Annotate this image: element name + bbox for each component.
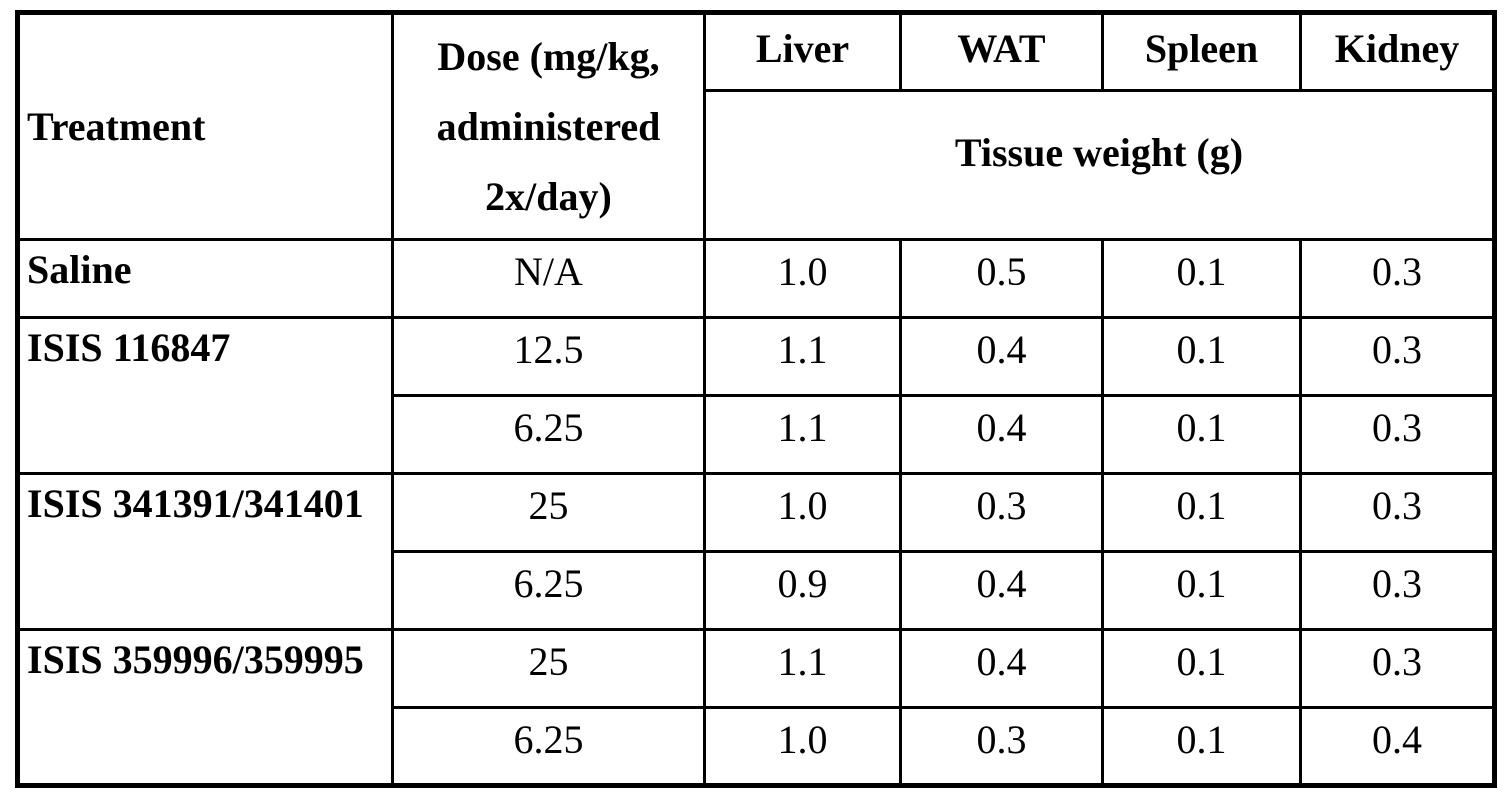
column-header-wat: WAT bbox=[899, 11, 1104, 92]
dose-cell: 6.25 bbox=[391, 394, 706, 475]
liver-value-cell: 1.0 bbox=[703, 472, 902, 553]
liver-value-cell: 1.0 bbox=[703, 238, 902, 319]
dose-cell: 12.5 bbox=[391, 316, 706, 397]
spleen-value-cell: 0.1 bbox=[1101, 550, 1302, 631]
table-row: ISIS 341391/341401 25 1.0 0.3 0.1 0.3 bbox=[16, 472, 1496, 631]
treatment-cell-saline: Saline bbox=[16, 238, 394, 319]
column-header-dose: Dose (mg/kg, administered 2x/day) bbox=[391, 11, 706, 241]
spleen-value-cell: 0.1 bbox=[1101, 238, 1302, 319]
table-row: Saline N/A 1.0 0.5 0.1 0.3 bbox=[16, 238, 1496, 319]
column-header-spleen: Spleen bbox=[1101, 11, 1302, 92]
tissue-weight-group-header: Tissue weight (g) bbox=[703, 89, 1496, 241]
kidney-value-cell: 0.3 bbox=[1299, 628, 1496, 709]
wat-value-cell: 0.5 bbox=[899, 238, 1104, 319]
liver-value-cell: 0.9 bbox=[703, 550, 902, 631]
kidney-value-cell: 0.4 bbox=[1299, 706, 1496, 787]
wat-value-cell: 0.3 bbox=[899, 472, 1104, 553]
wat-value-cell: 0.4 bbox=[899, 394, 1104, 475]
table-row: 6.25 0.9 0.4 0.1 0.3 bbox=[18, 550, 1496, 631]
column-header-kidney: Kidney bbox=[1299, 11, 1496, 92]
dose-cell: 6.25 bbox=[391, 550, 706, 631]
treatment-cell-isis-359996-359995: ISIS 359996/359995 bbox=[16, 628, 394, 787]
dose-header-line-1: Dose (mg/kg, bbox=[437, 33, 660, 79]
kidney-value-cell: 0.3 bbox=[1299, 550, 1496, 631]
dose-cell: 6.25 bbox=[391, 706, 706, 787]
kidney-value-cell: 0.3 bbox=[1299, 238, 1496, 319]
dose-cell: 25 bbox=[391, 472, 706, 553]
table-row: ISIS 116847 12.5 1.1 0.4 0.1 0.3 bbox=[16, 316, 1496, 475]
table-row: 6.25 1.1 0.4 0.1 0.3 bbox=[18, 394, 1496, 475]
liver-value-cell: 1.1 bbox=[703, 394, 902, 475]
dose-cell: N/A bbox=[391, 238, 706, 319]
treatment-cell-isis-341391-341401: ISIS 341391/341401 bbox=[16, 472, 394, 631]
column-header-liver: Liver bbox=[703, 11, 902, 92]
dose-header-line-2: administered bbox=[436, 103, 661, 149]
dose-header-line-3: 2x/day) bbox=[485, 173, 612, 219]
spleen-value-cell: 0.1 bbox=[1101, 316, 1302, 397]
spleen-value-cell: 0.1 bbox=[1101, 706, 1302, 787]
liver-value-cell: 1.0 bbox=[703, 706, 902, 787]
liver-value-cell: 1.1 bbox=[703, 628, 902, 709]
wat-value-cell: 0.4 bbox=[899, 550, 1104, 631]
column-header-treatment: Treatment bbox=[16, 11, 394, 241]
kidney-value-cell: 0.3 bbox=[1299, 316, 1496, 397]
spleen-value-cell: 0.1 bbox=[1101, 472, 1302, 553]
spleen-value-cell: 0.1 bbox=[1101, 394, 1302, 475]
table-row: 6.25 1.0 0.3 0.1 0.4 bbox=[18, 706, 1496, 787]
dose-cell: 25 bbox=[391, 628, 706, 709]
spleen-value-cell: 0.1 bbox=[1101, 628, 1302, 709]
kidney-value-cell: 0.3 bbox=[1299, 394, 1496, 475]
kidney-value-cell: 0.3 bbox=[1299, 472, 1496, 553]
wat-value-cell: 0.4 bbox=[899, 316, 1104, 397]
liver-value-cell: 1.1 bbox=[703, 316, 902, 397]
wat-value-cell: 0.4 bbox=[899, 628, 1104, 709]
tissue-weight-table: Treatment Dose (mg/kg, administered 2x/d… bbox=[15, 10, 1497, 788]
treatment-cell-isis-116847: ISIS 116847 bbox=[16, 316, 394, 475]
wat-value-cell: 0.3 bbox=[899, 706, 1104, 787]
table-row: ISIS 359996/359995 25 1.1 0.4 0.1 0.3 bbox=[16, 628, 1496, 787]
